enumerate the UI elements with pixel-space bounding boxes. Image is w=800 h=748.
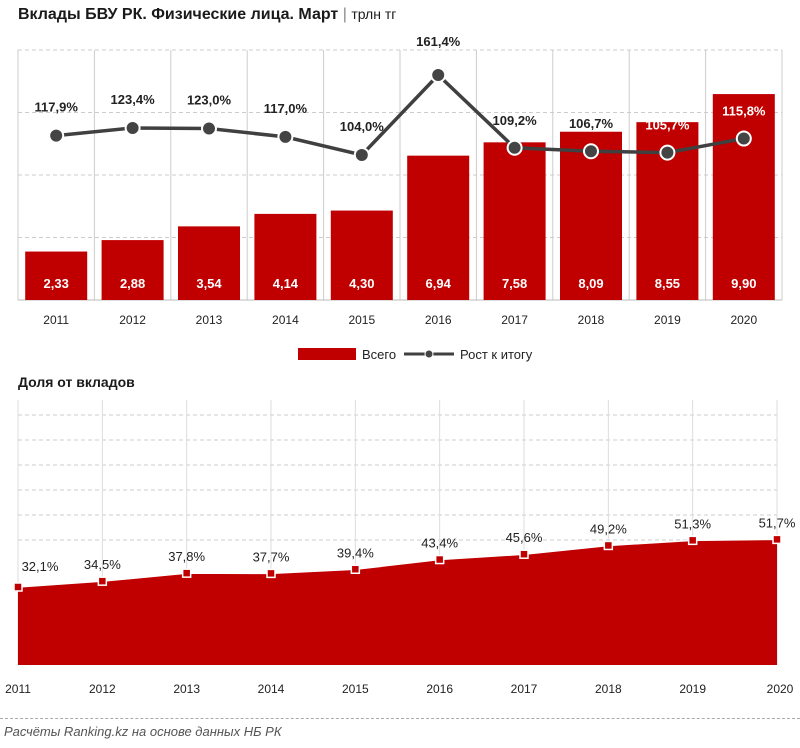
share-label: 37,8% bbox=[168, 549, 205, 564]
growth-label: 161,4% bbox=[416, 34, 461, 49]
growth-point bbox=[735, 130, 752, 147]
x-tick-label: 2014 bbox=[258, 682, 285, 696]
x-tick-label: 2017 bbox=[501, 313, 528, 327]
growth-label: 115,8% bbox=[722, 104, 766, 119]
share-label: 49,2% bbox=[590, 521, 627, 536]
x-tick-label: 2015 bbox=[348, 313, 375, 327]
x-tick-label: 2018 bbox=[578, 313, 605, 327]
x-tick-label: 2018 bbox=[595, 682, 622, 696]
bar-label: 2,88 bbox=[120, 276, 145, 291]
x-tick-label: 2020 bbox=[730, 313, 757, 327]
footer-divider bbox=[0, 718, 800, 719]
bar-label: 6,94 bbox=[426, 276, 452, 291]
growth-point bbox=[430, 66, 447, 83]
bar bbox=[560, 131, 622, 300]
growth-label: 109,2% bbox=[493, 113, 538, 128]
area-point bbox=[13, 582, 23, 592]
bar-label: 4,14 bbox=[273, 276, 299, 291]
growth-label: 105,7% bbox=[645, 118, 690, 133]
area-point bbox=[687, 535, 698, 546]
area-point bbox=[266, 568, 276, 579]
bar-label: 3,54 bbox=[196, 276, 222, 291]
bar bbox=[330, 210, 393, 300]
share-label: 51,7% bbox=[759, 515, 796, 530]
growth-point bbox=[353, 147, 370, 163]
bar-label: 9,90 bbox=[731, 276, 756, 291]
growth-point bbox=[506, 139, 523, 156]
area-point bbox=[97, 576, 108, 586]
chart-title: Вклады БВУ РК. Физические лица. Март | т… bbox=[18, 6, 397, 23]
bar bbox=[483, 142, 546, 300]
bar bbox=[25, 251, 88, 300]
bar bbox=[178, 226, 240, 300]
growth-label: 123,4% bbox=[111, 92, 156, 107]
share-label: 51,3% bbox=[674, 516, 711, 531]
area-point bbox=[181, 568, 192, 578]
area-fill bbox=[18, 539, 777, 665]
bar-label: 7,58 bbox=[502, 276, 527, 291]
area-point bbox=[772, 534, 782, 545]
area-outline bbox=[17, 538, 778, 588]
growth-label: 117,0% bbox=[264, 101, 308, 116]
bar bbox=[101, 240, 164, 300]
area-point bbox=[519, 549, 529, 559]
growth-point bbox=[583, 143, 599, 160]
share-label: 45,6% bbox=[506, 530, 543, 545]
x-tick-label: 2011 bbox=[5, 682, 31, 696]
area-point bbox=[603, 540, 614, 551]
growth-line bbox=[56, 72, 745, 157]
legend-swatch-bar bbox=[298, 348, 356, 360]
area-point bbox=[350, 564, 361, 575]
x-tick-label: 2013 bbox=[173, 682, 200, 696]
x-tick-label: 2012 bbox=[119, 313, 146, 327]
x-tick-label: 2020 bbox=[767, 682, 794, 696]
growth-point bbox=[277, 128, 294, 145]
x-tick-label: 2016 bbox=[425, 313, 452, 327]
x-tick-label: 2017 bbox=[511, 682, 538, 696]
x-tick-label: 2011 bbox=[43, 313, 69, 327]
share-label: 43,4% bbox=[421, 536, 458, 551]
growth-label: 106,7% bbox=[569, 116, 614, 131]
bar-label: 8,55 bbox=[655, 276, 680, 291]
x-tick-label: 2019 bbox=[679, 682, 706, 696]
x-tick-label: 2013 bbox=[196, 313, 223, 327]
growth-label: 104,0% bbox=[340, 119, 385, 134]
share-label: 37,7% bbox=[253, 549, 290, 564]
share-label: 39,4% bbox=[337, 545, 374, 560]
area-chart-title: Доля от вкладов bbox=[18, 374, 135, 390]
bar-label: 4,30 bbox=[349, 276, 374, 291]
share-label: 34,5% bbox=[84, 557, 121, 572]
bar bbox=[407, 155, 470, 300]
x-tick-label: 2019 bbox=[654, 313, 681, 327]
x-tick-label: 2015 bbox=[342, 682, 369, 696]
growth-point bbox=[659, 144, 676, 161]
growth-label: 117,9% bbox=[35, 100, 79, 115]
bar-label: 2,33 bbox=[44, 276, 69, 291]
growth-label: 123,0% bbox=[187, 93, 232, 108]
x-tick-label: 2012 bbox=[89, 682, 116, 696]
legend-label-bar: Всего bbox=[362, 347, 396, 362]
legend-label-line: Рост к итогу bbox=[460, 347, 533, 362]
legend-marker bbox=[424, 349, 434, 359]
x-tick-label: 2016 bbox=[426, 682, 453, 696]
x-tick-label: 2014 bbox=[272, 313, 299, 327]
bar bbox=[712, 94, 775, 300]
bar bbox=[254, 213, 317, 300]
source-note: Расчёты Ranking.kz на основе данных НБ Р… bbox=[4, 724, 282, 739]
growth-point bbox=[124, 119, 141, 136]
area-point bbox=[434, 554, 445, 565]
growth-point bbox=[201, 120, 217, 137]
share-label: 32,1% bbox=[22, 559, 59, 574]
unit-label: трлн тг bbox=[351, 6, 397, 22]
growth-point bbox=[48, 127, 65, 144]
bar-label: 8,09 bbox=[578, 276, 603, 291]
